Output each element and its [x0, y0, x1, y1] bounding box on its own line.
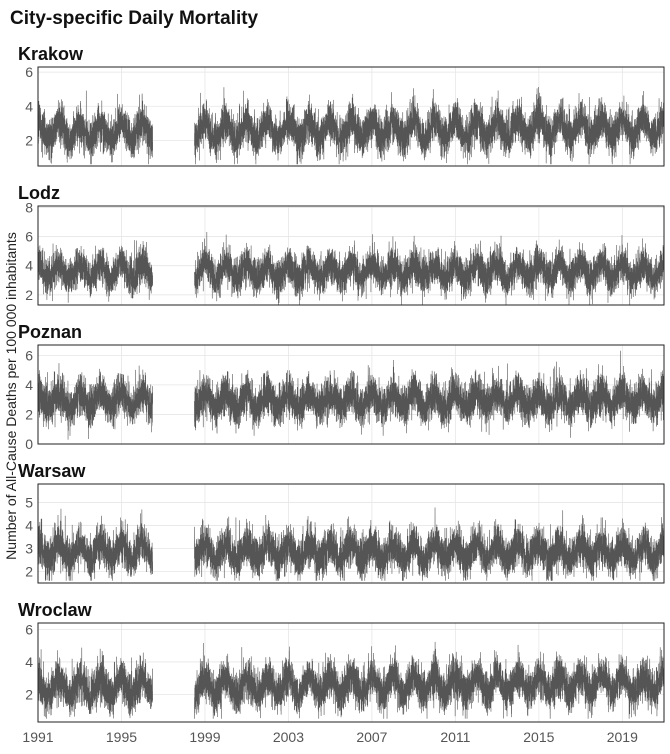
- panel-title: Krakow: [18, 44, 84, 64]
- x-tick-label: 2007: [356, 729, 387, 745]
- x-tick-label: 2019: [607, 729, 638, 745]
- panel-wroclaw: Wroclaw 2 4 6: [18, 600, 664, 722]
- x-tick-label: 1995: [106, 729, 137, 745]
- series-line-warsaw: [38, 507, 664, 580]
- y-tick-label: 2: [25, 287, 33, 303]
- y-tick-label: 2: [25, 132, 33, 148]
- series-line-lodz: [38, 232, 664, 305]
- y-tick-label: 6: [25, 621, 33, 637]
- y-tick-label: 4: [25, 258, 33, 274]
- y-tick-label: 8: [25, 199, 33, 215]
- x-tick-label: 2003: [273, 729, 304, 745]
- panel-krakow: Krakow 2 4 6: [18, 44, 664, 166]
- y-tick-label: 2: [25, 563, 33, 579]
- y-tick-label: 5: [25, 494, 33, 510]
- y-tick-label: 4: [25, 98, 33, 114]
- panel-title: Warsaw: [18, 461, 86, 481]
- y-tick-label: 6: [25, 229, 33, 245]
- series-line-krakow: [38, 87, 664, 164]
- figure-title: City-specific Daily Mortality: [10, 8, 259, 29]
- series-line-poznan: [38, 351, 664, 440]
- panel-title: Wroclaw: [18, 600, 93, 620]
- x-axis: 1991 1995 1999 2003 2007 2011 2015 2019: [22, 729, 638, 745]
- y-tick-label: 2: [25, 406, 33, 422]
- x-tick-label: 2015: [523, 729, 554, 745]
- y-tick-label: 4: [25, 377, 33, 393]
- y-axis-label: Number of All-Cause Deaths per 100 000 i…: [3, 232, 19, 560]
- panel-title: Poznan: [18, 322, 82, 342]
- y-tick-label: 4: [25, 517, 33, 533]
- y-tick-label: 2: [25, 686, 33, 702]
- y-tick-label: 6: [25, 347, 33, 363]
- y-tick-label: 0: [25, 436, 33, 452]
- panel-warsaw: Warsaw 2 3 4 5: [18, 461, 664, 583]
- y-tick-label: 4: [25, 654, 33, 670]
- y-tick-label: 3: [25, 540, 33, 556]
- x-tick-label: 1991: [22, 729, 53, 745]
- y-tick-label: 6: [25, 64, 33, 80]
- panels: Krakow246Lodz2468Poznan0246Warsaw2345Wro…: [18, 44, 664, 722]
- series-line-wroclaw: [38, 642, 664, 719]
- x-tick-label: 1999: [189, 729, 220, 745]
- x-tick-label: 2011: [440, 729, 470, 745]
- panel-poznan: Poznan 0 2 4 6: [18, 322, 664, 452]
